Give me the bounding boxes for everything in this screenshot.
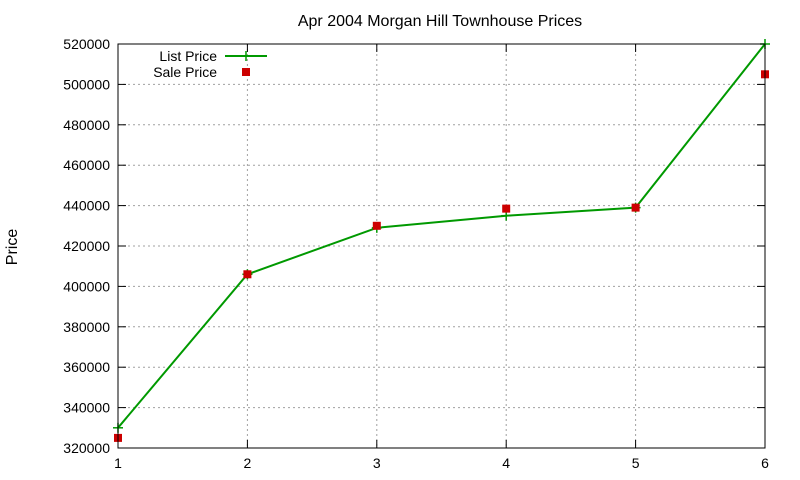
plot-frame (117, 43, 766, 449)
grid-lines (118, 44, 765, 448)
list-price-series (113, 39, 770, 433)
y-tick-label: 340000 (63, 400, 110, 416)
legend-marker-list-price (241, 51, 251, 61)
y-tick-label: 360000 (63, 359, 110, 375)
list-price-line (117, 43, 766, 429)
legend-label-sale-price: Sale Price (153, 64, 217, 80)
x-tick-label: 2 (244, 455, 252, 471)
y-tick-label: 500000 (63, 76, 110, 92)
sale-price-point (372, 221, 381, 230)
y-tick-label: 520000 (63, 36, 110, 52)
x-tick-label: 4 (502, 455, 510, 471)
x-tick-label: 6 (761, 455, 769, 471)
y-axis-label: Price (4, 229, 21, 266)
sale-price-series (114, 70, 769, 442)
y-tick-label: 320000 (63, 440, 110, 456)
x-tick-label: 3 (373, 455, 381, 471)
x-tick-label: 5 (632, 455, 640, 471)
y-tick-label: 480000 (63, 117, 110, 133)
legend-label-list-price: List Price (159, 48, 217, 64)
tick-labels: 320000 340000 360000 380000 400000 420000 4400… (63, 36, 769, 471)
y-tick-label: 400000 (63, 278, 110, 294)
y-tick-label: 440000 (63, 198, 110, 214)
chart-title: Apr 2004 Morgan Hill Townhouse Prices (298, 13, 582, 30)
legend-marker-sale-price (242, 68, 250, 76)
sale-price-point (502, 204, 511, 213)
y-tick-label: 380000 (63, 319, 110, 335)
x-tick-label: 1 (114, 455, 122, 471)
axis-ticks (117, 43, 766, 449)
sale-price-point (631, 203, 640, 212)
sale-price-point (243, 270, 252, 279)
y-tick-label: 460000 (63, 157, 110, 173)
series-layer (113, 39, 770, 442)
y-tick-label: 420000 (63, 238, 110, 254)
